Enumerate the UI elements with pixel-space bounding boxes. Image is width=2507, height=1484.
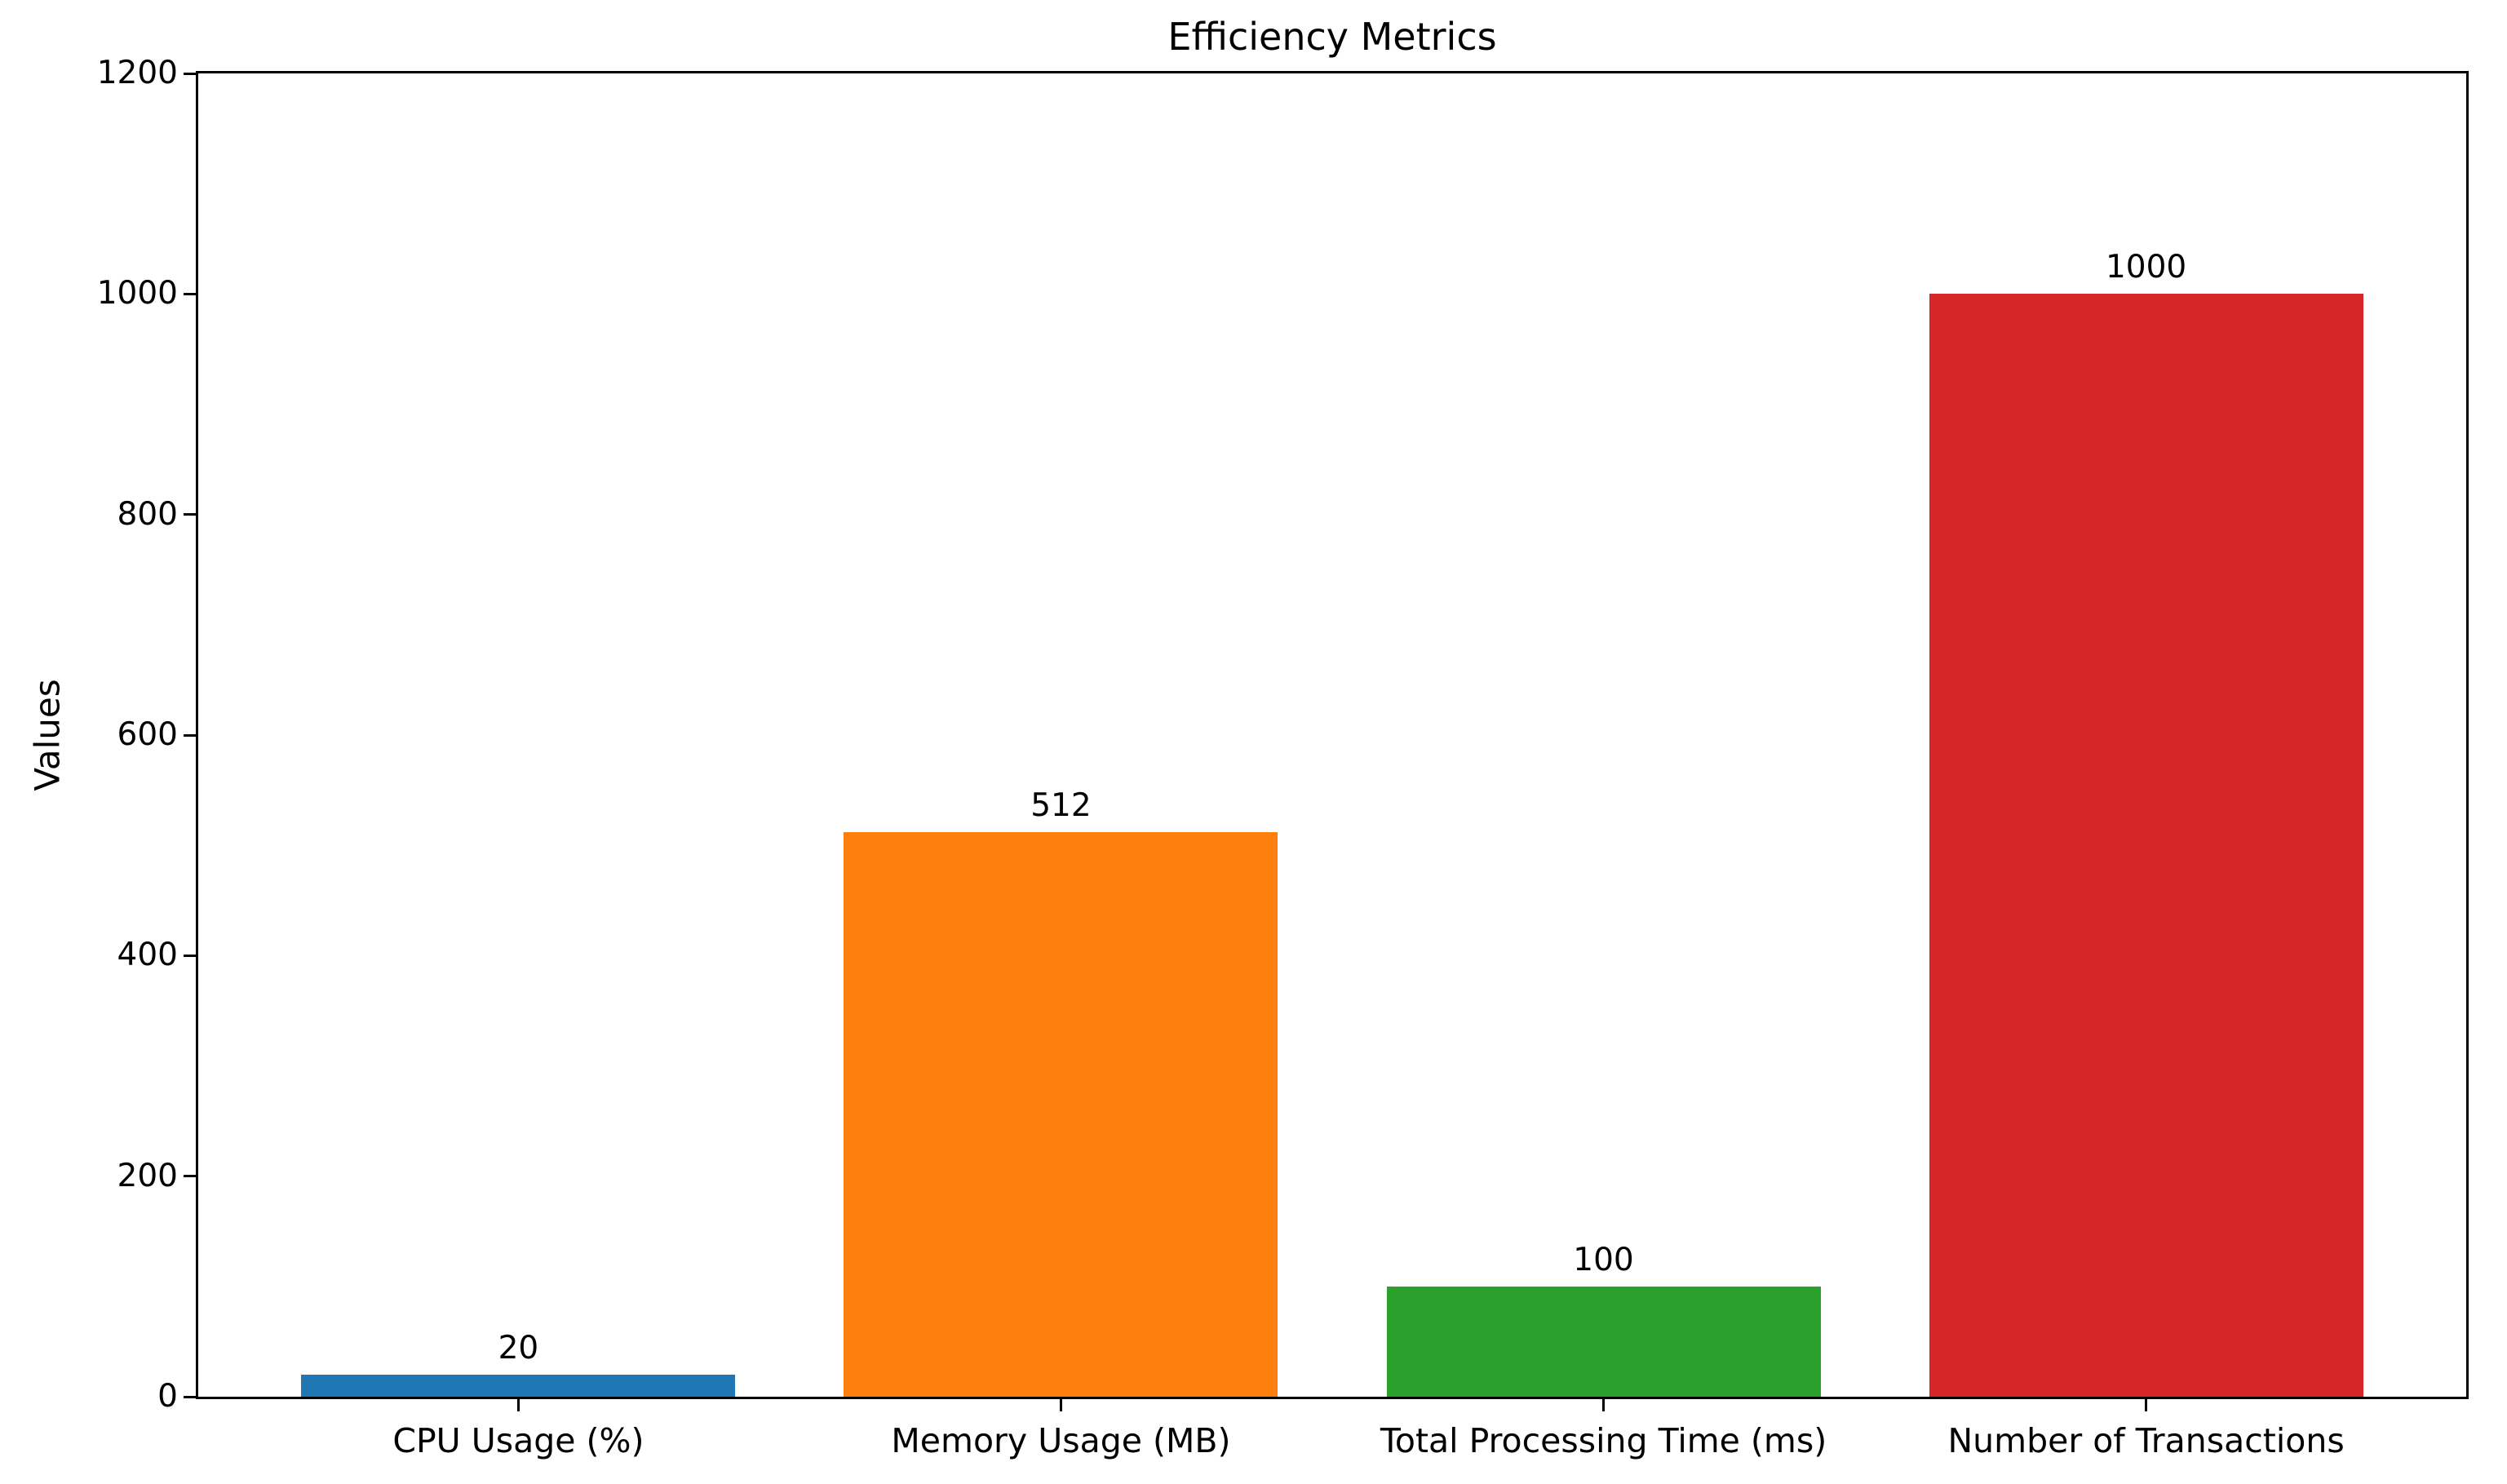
bar-0 — [301, 1374, 736, 1397]
bar-value-label-2: 100 — [1573, 1241, 1634, 1278]
x-tick-label-2: Total Processing Time (ms) — [1380, 1421, 1827, 1460]
y-tick-mark-6 — [184, 72, 196, 75]
y-tick-label-6: 1200 — [96, 55, 178, 91]
x-tick-mark-3 — [2145, 1399, 2148, 1411]
y-tick-label-4: 800 — [117, 495, 178, 533]
x-tick-mark-1 — [1059, 1399, 1062, 1411]
bar-1 — [844, 831, 1278, 1397]
y-tick-mark-1 — [184, 1175, 196, 1178]
x-tick-label-3: Number of Transactions — [1947, 1421, 2345, 1460]
y-tick-label-2: 400 — [117, 937, 178, 974]
y-tick-mark-4 — [184, 513, 196, 516]
bar-value-label-0: 20 — [498, 1329, 539, 1367]
bar-value-label-1: 512 — [1030, 786, 1092, 824]
bar-3 — [1929, 294, 2363, 1397]
bar-2 — [1386, 1286, 1821, 1397]
y-tick-mark-0 — [184, 1395, 196, 1398]
y-tick-mark-5 — [184, 292, 196, 295]
y-tick-label-3: 600 — [117, 716, 178, 753]
x-tick-label-0: CPU Usage (%) — [392, 1421, 644, 1460]
x-tick-mark-0 — [516, 1399, 520, 1411]
y-tick-label-5: 1000 — [96, 275, 178, 312]
bar-value-label-3: 1000 — [2105, 249, 2187, 286]
y-tick-label-0: 0 — [157, 1378, 178, 1415]
x-tick-label-1: Memory Usage (MB) — [891, 1421, 1231, 1460]
chart-title: Efficiency Metrics — [1167, 15, 1497, 59]
plot-area: 20 512 100 1000 — [196, 71, 2469, 1399]
y-tick-mark-2 — [184, 954, 196, 957]
x-tick-mark-2 — [1602, 1399, 1606, 1411]
y-tick-label-1: 200 — [117, 1157, 178, 1194]
y-tick-mark-3 — [184, 733, 196, 737]
